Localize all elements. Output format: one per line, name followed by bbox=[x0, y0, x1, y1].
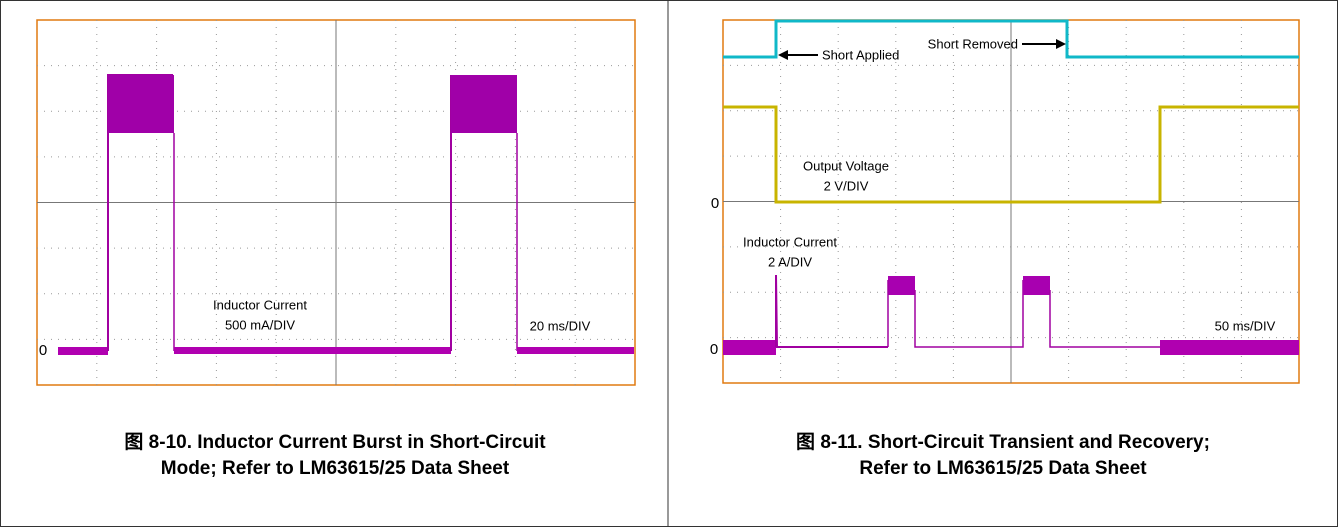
annotation: Short Applied bbox=[822, 47, 899, 62]
cyan-trace bbox=[723, 19, 1299, 59]
arrowhead bbox=[1056, 39, 1066, 49]
trace-band bbox=[517, 347, 634, 354]
zero-marker: 0 bbox=[711, 195, 719, 212]
trace-band bbox=[58, 347, 108, 355]
trace-scale: 500 mA/DIV bbox=[225, 317, 295, 332]
trace bbox=[1049, 290, 1160, 348]
caption: 图 8-10. Inductor Current Burst in Short-… bbox=[124, 431, 546, 453]
caption: Mode; Refer to LM63615/25 Data Sheet bbox=[161, 458, 510, 479]
pulse bbox=[1023, 276, 1050, 295]
traces-right: Short Applied Short Removed Output Volta… bbox=[710, 19, 1299, 358]
caption: 图 8-11. Short-Circuit Transient and Reco… bbox=[796, 431, 1210, 453]
caption: Refer to LM63615/25 Data Sheet bbox=[859, 458, 1147, 479]
trace-scale: 2 V/DIV bbox=[824, 178, 869, 193]
zero-marker: 0 bbox=[710, 341, 718, 358]
trace-label: Inductor Current bbox=[743, 234, 837, 249]
trace-band bbox=[723, 340, 776, 355]
trace-label: Inductor Current bbox=[213, 297, 307, 312]
time-scale: 50 ms/DIV bbox=[1215, 318, 1276, 333]
burst bbox=[451, 75, 517, 133]
time-scale: 20 ms/DIV bbox=[530, 318, 591, 333]
traces-left: 0 Inductor Current 500 mA/DIV 20 ms/DIV bbox=[39, 74, 634, 359]
trace-band bbox=[1160, 340, 1299, 355]
pulse bbox=[888, 276, 915, 295]
yellow-trace bbox=[723, 105, 1299, 204]
zero-marker: 0 bbox=[39, 342, 47, 359]
annotation: Short Removed bbox=[928, 36, 1018, 51]
trace-band bbox=[174, 347, 451, 354]
arrowhead bbox=[778, 50, 788, 60]
burst bbox=[108, 75, 174, 133]
trace-scale: 2 A/DIV bbox=[768, 254, 812, 269]
trace-label: Output Voltage bbox=[803, 158, 889, 173]
trace bbox=[914, 280, 1024, 348]
trace bbox=[775, 274, 888, 348]
